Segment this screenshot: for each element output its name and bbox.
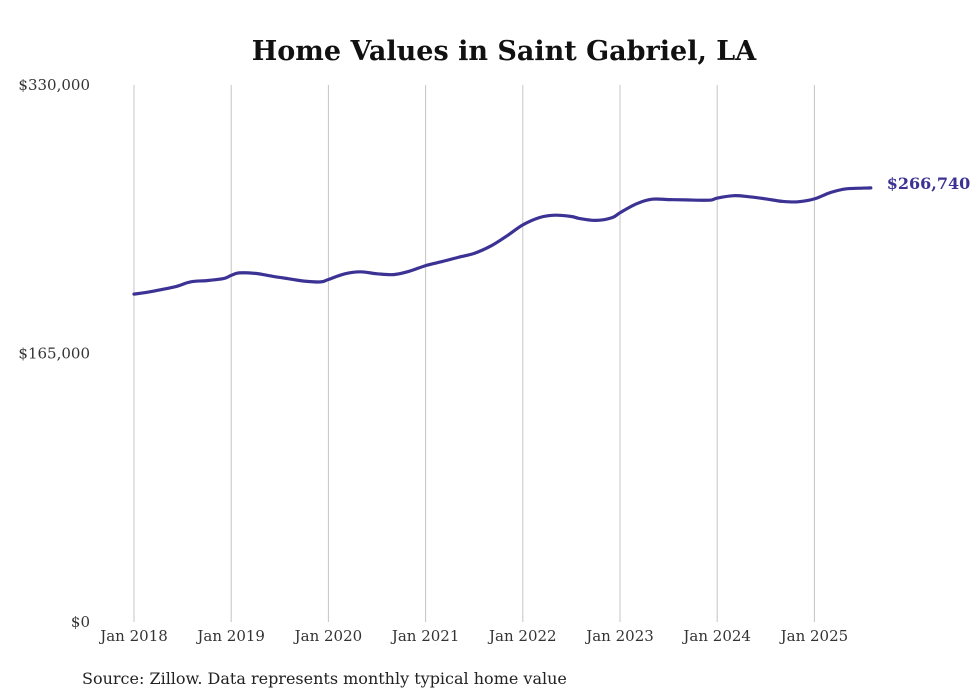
y-tick-label: $165,000 xyxy=(18,345,90,363)
gridlines xyxy=(133,85,815,622)
x-tick-label: Jan 2024 xyxy=(681,627,751,645)
x-tick-label: Jan 2019 xyxy=(195,627,265,645)
x-tick-label: Jan 2023 xyxy=(584,627,654,645)
x-tick-label: Jan 2021 xyxy=(390,627,460,645)
y-axis-tick-labels: $330,000 $165,000 $0 xyxy=(18,76,90,631)
home-value-line xyxy=(132,186,873,296)
series-layer: $266,740 xyxy=(132,174,971,296)
end-value-label: $266,740 xyxy=(887,174,971,193)
source-note: Source: Zillow. Data represents monthly … xyxy=(82,669,567,688)
x-tick-label: Jan 2022 xyxy=(487,627,557,645)
y-tick-label: $0 xyxy=(71,613,90,631)
chart-title: Home Values in Saint Gabriel, LA xyxy=(252,36,757,67)
x-tick-label: Jan 2025 xyxy=(779,627,849,645)
y-tick-label: $330,000 xyxy=(18,76,90,94)
x-axis-tick-labels: Jan 2018 Jan 2019 Jan 2020 Jan 2021 Jan 2022… xyxy=(98,627,848,645)
x-tick-label: Jan 2020 xyxy=(293,627,363,645)
x-tick-label: Jan 2018 xyxy=(98,627,168,645)
